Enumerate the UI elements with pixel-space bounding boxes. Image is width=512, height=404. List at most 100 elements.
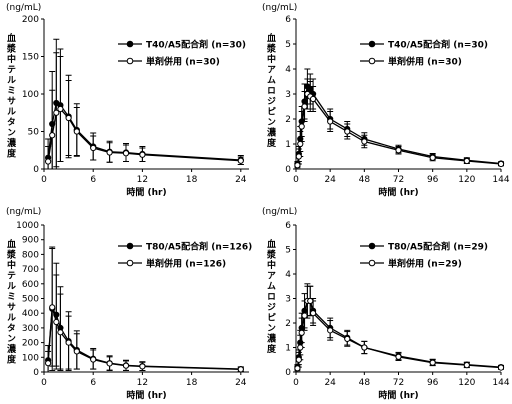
- y-axis-title-char: 漿: [265, 248, 277, 259]
- data-point: [361, 344, 368, 351]
- data-point: [463, 157, 470, 165]
- x-tick-label: 18: [186, 175, 198, 185]
- y-axis-title-char: タ: [5, 323, 16, 332]
- data-point: [122, 362, 130, 369]
- data-point: [463, 362, 470, 369]
- y-tick-label: 0: [285, 368, 291, 378]
- y-axis-title-char: ア: [265, 65, 275, 74]
- legend: T80/A5配合剤 (n=126) 単剤併用 (n=126): [118, 241, 252, 270]
- y-axis-title-char: ジ: [265, 302, 276, 311]
- y-axis-title-char: 中: [265, 53, 276, 64]
- x-tick-label: 0: [293, 378, 299, 388]
- x-tick-label: 24: [324, 175, 336, 185]
- y-axis-title-char: 濃: [265, 126, 276, 137]
- series-concomitant: [294, 78, 505, 169]
- y-tick-label: 6: [285, 221, 291, 231]
- y-tick-label: 200: [22, 15, 39, 25]
- y-tick-label: 800: [22, 250, 39, 260]
- legend-label: 単剤併用 (n=30): [146, 56, 220, 68]
- legend-label: T40/A5配合剤 (n=30): [146, 39, 246, 51]
- x-tick-label: 24: [235, 378, 247, 388]
- data-point: [327, 327, 334, 334]
- y-tick-label: 1: [285, 140, 291, 150]
- y-tick-label: 3: [285, 295, 291, 305]
- y-tick-label: 200: [22, 339, 39, 349]
- data-point: [57, 329, 64, 336]
- y-axis-title-char: ル: [5, 107, 16, 116]
- data-point: [497, 160, 505, 168]
- y-tick-label: 0: [285, 165, 291, 175]
- x-tick-label: 96: [427, 175, 439, 185]
- data-point: [106, 149, 113, 156]
- x-axis-title: 時間 (hr): [378, 186, 418, 198]
- chart-panel-4: 0 1 2 3 4 5 6 0 24 48 72 96 120 144 (ng/mL) 時間 (hr) 血漿中ア…: [262, 207, 510, 401]
- y-axis-title-char: 中: [5, 53, 16, 64]
- y-axis-title-char: ム: [265, 281, 276, 290]
- legend: T40/A5配合剤 (n=30) 単剤併用 (n=30): [118, 39, 246, 68]
- data-point: [301, 103, 308, 110]
- y-axis-title-char: ル: [5, 281, 16, 290]
- y-axis-title-char: 漿: [265, 42, 277, 53]
- data-point: [53, 318, 60, 326]
- y-tick-label: 100: [22, 353, 39, 363]
- y-axis-title-char: ン: [5, 128, 15, 137]
- y-axis-title-char: タ: [5, 117, 16, 126]
- y-axis-title-char: 度: [5, 147, 16, 158]
- y-tick-label: 4: [285, 65, 291, 75]
- y-tick-label: 2: [285, 115, 291, 125]
- data-point: [309, 95, 317, 103]
- x-tick-label: 72: [393, 175, 404, 185]
- y-tick-label: 50: [28, 128, 40, 138]
- data-point: [57, 105, 64, 113]
- y-axis-title-char: ジ: [265, 96, 276, 105]
- y-tick-label: 150: [22, 53, 39, 63]
- y-axis-title: 血漿中アムロジピン濃度: [265, 238, 277, 354]
- y-axis-title-char: 血: [265, 238, 276, 248]
- data-point: [429, 154, 436, 161]
- y-axis-title-char: 度: [5, 353, 16, 364]
- x-tick-label: 0: [41, 175, 47, 185]
- legend: T80/A5配合剤 (n=29) 単剤併用 (n=29): [360, 241, 488, 270]
- series-concomitant: [45, 248, 244, 373]
- y-axis-title-char: 度: [265, 137, 276, 148]
- legend-label: T80/A5配合剤 (n=29): [388, 241, 488, 253]
- data-point: [49, 132, 56, 139]
- legend-label: T80/A5配合剤 (n=126): [146, 241, 252, 253]
- legend-label: 単剤併用 (n=29): [388, 258, 462, 270]
- x-tick-label: 144: [492, 378, 509, 388]
- x-tick-label: 96: [427, 378, 439, 388]
- data-point: [344, 335, 351, 343]
- y-axis-title-char: ピ: [265, 106, 275, 115]
- y-axis-title-char: ミ: [5, 291, 15, 300]
- data-point: [53, 109, 60, 116]
- data-point: [395, 353, 402, 360]
- legend-marker: [126, 57, 134, 65]
- y-unit-label: (ng/mL): [262, 3, 297, 13]
- data-point: [361, 138, 368, 145]
- y-axis-title-char: サ: [5, 302, 16, 311]
- data-point: [45, 158, 52, 165]
- x-tick-label: 24: [235, 175, 247, 185]
- data-point: [297, 140, 304, 148]
- data-point: [295, 153, 302, 160]
- x-tick-label: 12: [137, 378, 148, 388]
- y-axis-title-char: 血: [5, 238, 16, 248]
- y-axis-title-char: ロ: [265, 86, 275, 95]
- y-axis-title-char: 度: [265, 343, 276, 354]
- data-point: [139, 363, 146, 370]
- y-axis-title-char: サ: [5, 96, 16, 105]
- y-tick-label: 4: [285, 270, 291, 280]
- data-point: [298, 329, 305, 336]
- x-tick-label: 48: [359, 175, 371, 185]
- y-axis-title: 血漿中テルミサルタン濃度: [5, 238, 17, 364]
- data-point: [73, 128, 80, 135]
- y-axis-title-char: 漿: [5, 248, 17, 259]
- data-point: [139, 151, 146, 158]
- data-point: [297, 344, 304, 351]
- data-point: [65, 339, 72, 346]
- y-axis-title-char: 中: [265, 259, 276, 270]
- data-point: [497, 364, 505, 371]
- x-tick-label: 120: [458, 378, 475, 388]
- x-tick-label: 144: [492, 175, 509, 185]
